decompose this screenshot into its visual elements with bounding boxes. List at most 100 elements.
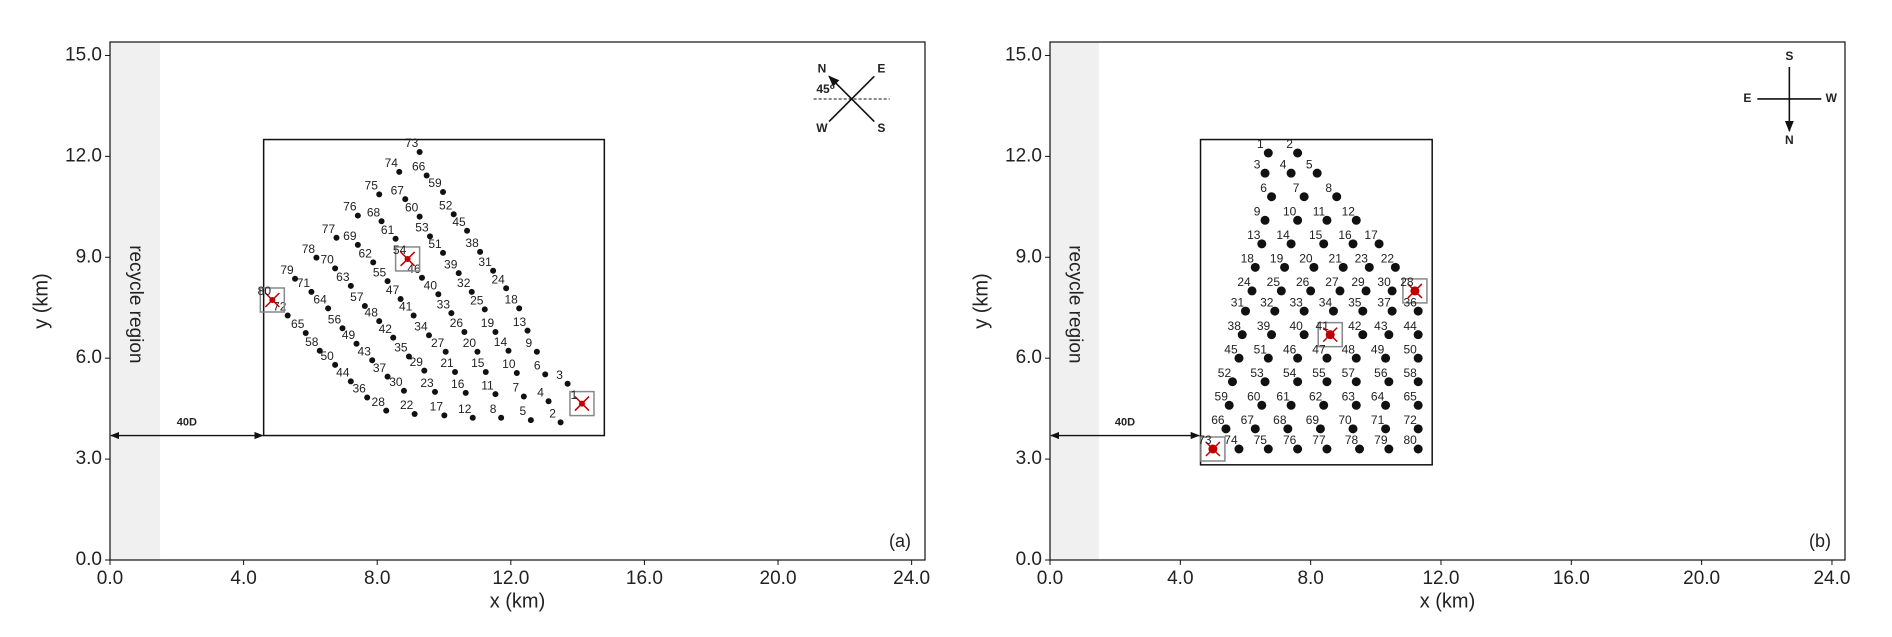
y-tick-label: 12.0 xyxy=(65,145,102,166)
x-axis-label: x (km) xyxy=(1420,590,1476,612)
turbine-label: 62 xyxy=(359,246,373,260)
turbine-label: 27 xyxy=(1325,275,1339,289)
recycle-region xyxy=(1050,42,1099,560)
turbine-label: 69 xyxy=(1306,413,1320,427)
recycle-region-label: recycle region xyxy=(125,245,146,363)
highlight-box xyxy=(1402,278,1428,304)
turbine-label: 58 xyxy=(305,335,319,349)
turbine xyxy=(1381,424,1391,434)
turbine xyxy=(1322,215,1332,225)
turbine-label: 75 xyxy=(1254,433,1268,447)
turbine xyxy=(1280,262,1290,272)
x-tick-label: 24.0 xyxy=(1813,568,1850,589)
turbine xyxy=(1260,168,1270,178)
turbine xyxy=(1309,262,1319,272)
turbine xyxy=(1263,444,1273,454)
highlight-box xyxy=(1200,436,1226,462)
turbine xyxy=(1293,148,1303,158)
turbine xyxy=(1351,215,1361,225)
turbine-label: 55 xyxy=(1312,366,1326,380)
turbine xyxy=(1276,286,1286,296)
turbine xyxy=(396,168,403,175)
turbine-label: 74 xyxy=(1224,433,1238,447)
turbine xyxy=(1332,192,1342,202)
turbine-label: 59 xyxy=(428,176,442,190)
turbine xyxy=(1381,353,1391,363)
turbine xyxy=(1299,306,1309,316)
turbine xyxy=(1413,377,1423,387)
turbine-label: 42 xyxy=(379,322,393,336)
turbine-label: 13 xyxy=(1247,228,1261,242)
compass-label: W xyxy=(1826,91,1838,105)
turbine xyxy=(440,189,447,196)
turbine xyxy=(1312,168,1322,178)
turbine xyxy=(425,332,432,339)
turbine xyxy=(1381,400,1391,410)
turbine xyxy=(1410,286,1420,296)
turbine-label: 4 xyxy=(1280,157,1287,171)
turbine-label: 24 xyxy=(491,272,505,286)
turbine xyxy=(361,303,368,310)
turbine-label: 3 xyxy=(556,368,563,382)
turbine-label: 34 xyxy=(1319,295,1333,309)
turbine-label: 62 xyxy=(1309,389,1323,403)
turbine-label: 36 xyxy=(353,382,367,396)
turbine-label: 54 xyxy=(393,243,407,257)
turbine-label: 76 xyxy=(1283,433,1297,447)
turbine xyxy=(378,218,385,225)
highlight-box xyxy=(569,390,595,417)
turbine-label: 74 xyxy=(385,156,399,170)
turbine xyxy=(431,388,438,395)
turbine xyxy=(284,312,291,319)
turbine xyxy=(1351,400,1361,410)
turbine-label: 1 xyxy=(1257,137,1264,151)
y-tick-label: 0.0 xyxy=(76,549,102,570)
turbine-label: 78 xyxy=(302,242,316,256)
turbine-label: 18 xyxy=(504,293,518,307)
turbine-label: 51 xyxy=(428,237,442,251)
turbine xyxy=(353,340,360,347)
turbine-label: 41 xyxy=(1316,319,1330,333)
turbine-label: 24 xyxy=(1237,275,1251,289)
turbine xyxy=(1387,306,1397,316)
turbine xyxy=(1221,424,1231,434)
turbine-label: 8 xyxy=(490,402,497,416)
turbine-label: 48 xyxy=(1342,342,1356,356)
turbine xyxy=(416,148,423,155)
x-tick-label: 4.0 xyxy=(230,568,256,589)
turbine xyxy=(1413,400,1423,410)
turbine-label: 30 xyxy=(389,375,403,389)
recycle-region xyxy=(110,42,161,560)
turbine xyxy=(1263,353,1273,363)
turbine-label: 34 xyxy=(414,319,428,333)
turbine-label: 72 xyxy=(1403,413,1417,427)
turbine-label: 13 xyxy=(513,315,527,329)
turbine-label: 38 xyxy=(465,236,479,250)
turbine xyxy=(492,391,499,398)
turbine-label: 68 xyxy=(367,205,381,219)
turbine-label: 26 xyxy=(450,316,464,330)
turbine-label: 43 xyxy=(358,344,372,358)
spacing-label: 40D xyxy=(1115,416,1135,428)
turbine-label: 41 xyxy=(399,300,413,314)
turbine xyxy=(1260,377,1270,387)
turbine xyxy=(292,275,299,282)
turbine-label: 31 xyxy=(478,255,492,269)
turbine xyxy=(1351,353,1361,363)
turbine-label: 76 xyxy=(343,200,357,214)
turbine-label: 77 xyxy=(1312,433,1326,447)
y-tick-label: 15.0 xyxy=(65,44,102,65)
turbine xyxy=(325,305,332,312)
turbine-label: 9 xyxy=(1254,204,1261,218)
y-tick-label: 9.0 xyxy=(1016,246,1042,267)
axes-frame xyxy=(1049,41,1846,561)
turbine xyxy=(332,361,339,368)
turbine xyxy=(426,233,433,240)
turbine-label: 65 xyxy=(291,317,305,331)
turbine-label: 53 xyxy=(415,221,429,235)
turbine xyxy=(1361,286,1371,296)
y-tick-label: 12.0 xyxy=(1005,145,1042,166)
turbine-label: 64 xyxy=(313,293,327,307)
turbine-label: 79 xyxy=(280,263,294,277)
